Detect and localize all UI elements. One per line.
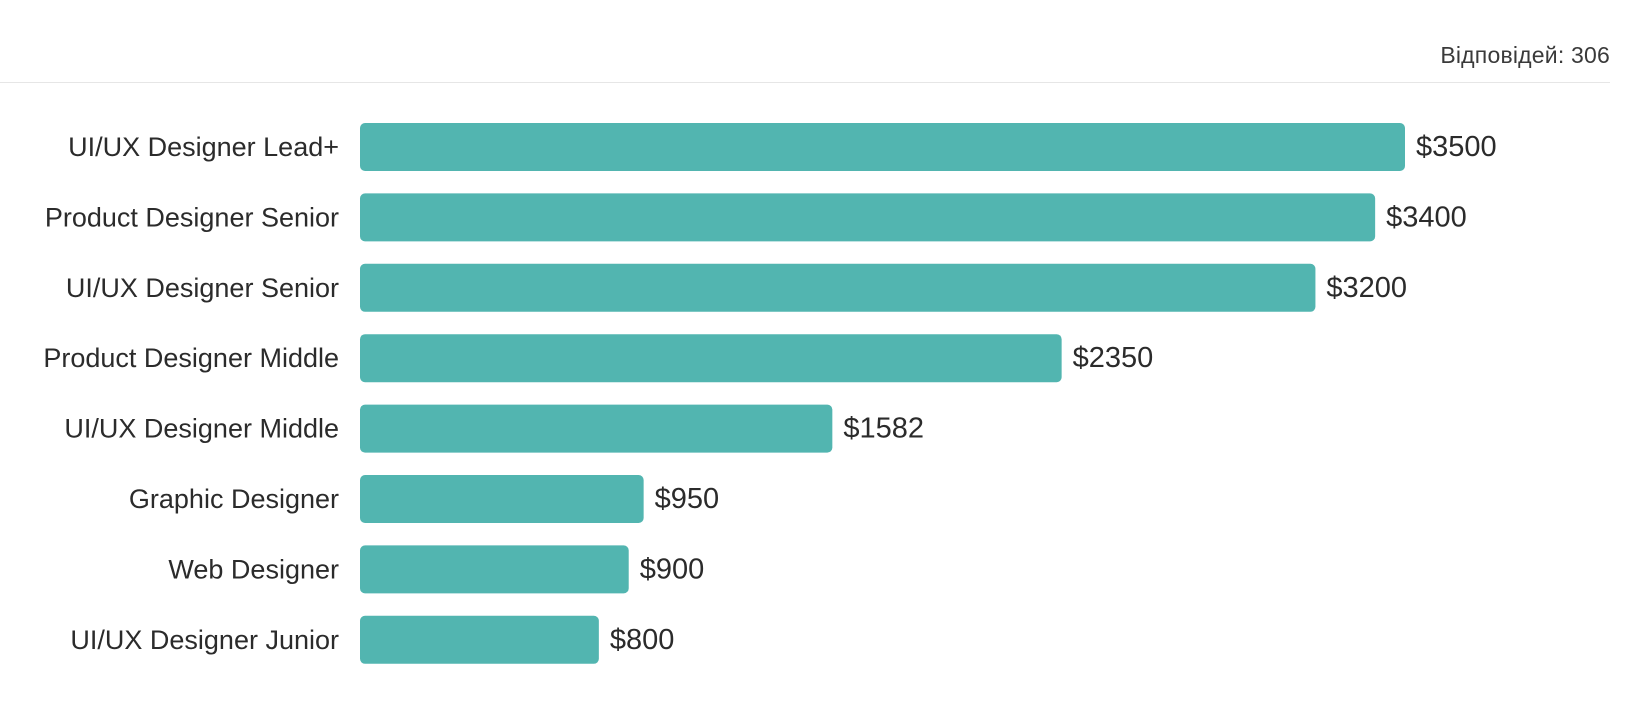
value-label-1: $3400 (1386, 201, 1467, 233)
value-label-7: $800 (610, 624, 675, 656)
bar-3 (360, 334, 1062, 383)
category-label-1: Product Designer Senior (45, 202, 339, 232)
bar-7 (360, 615, 599, 664)
responses-count: Відповідей: 306 (1440, 42, 1610, 68)
category-label-4: UI/UX Designer Middle (64, 414, 339, 444)
bar-5 (360, 475, 644, 523)
bar-4 (360, 404, 833, 453)
value-label-3: $2350 (1073, 342, 1154, 374)
category-label-3: Product Designer Middle (43, 343, 339, 373)
category-label-2: UI/UX Designer Senior (66, 273, 339, 303)
value-label-5: $950 (655, 483, 720, 515)
category-label-6: Web Designer (168, 554, 339, 584)
category-label-7: UI/UX Designer Junior (70, 625, 339, 655)
value-label-2: $3200 (1326, 272, 1407, 304)
category-label-0: UI/UX Designer Lead+ (68, 132, 339, 162)
value-label-0: $3500 (1416, 131, 1497, 163)
bar-1 (360, 193, 1376, 242)
value-label-4: $1582 (843, 413, 924, 445)
bar-6 (360, 545, 629, 594)
chart-header: Відповідей: 306 (0, 0, 1610, 83)
category-label-5: Graphic Designer (129, 484, 339, 514)
bar-0 (360, 123, 1405, 171)
bar-2 (360, 263, 1316, 312)
value-label-6: $900 (640, 553, 705, 585)
